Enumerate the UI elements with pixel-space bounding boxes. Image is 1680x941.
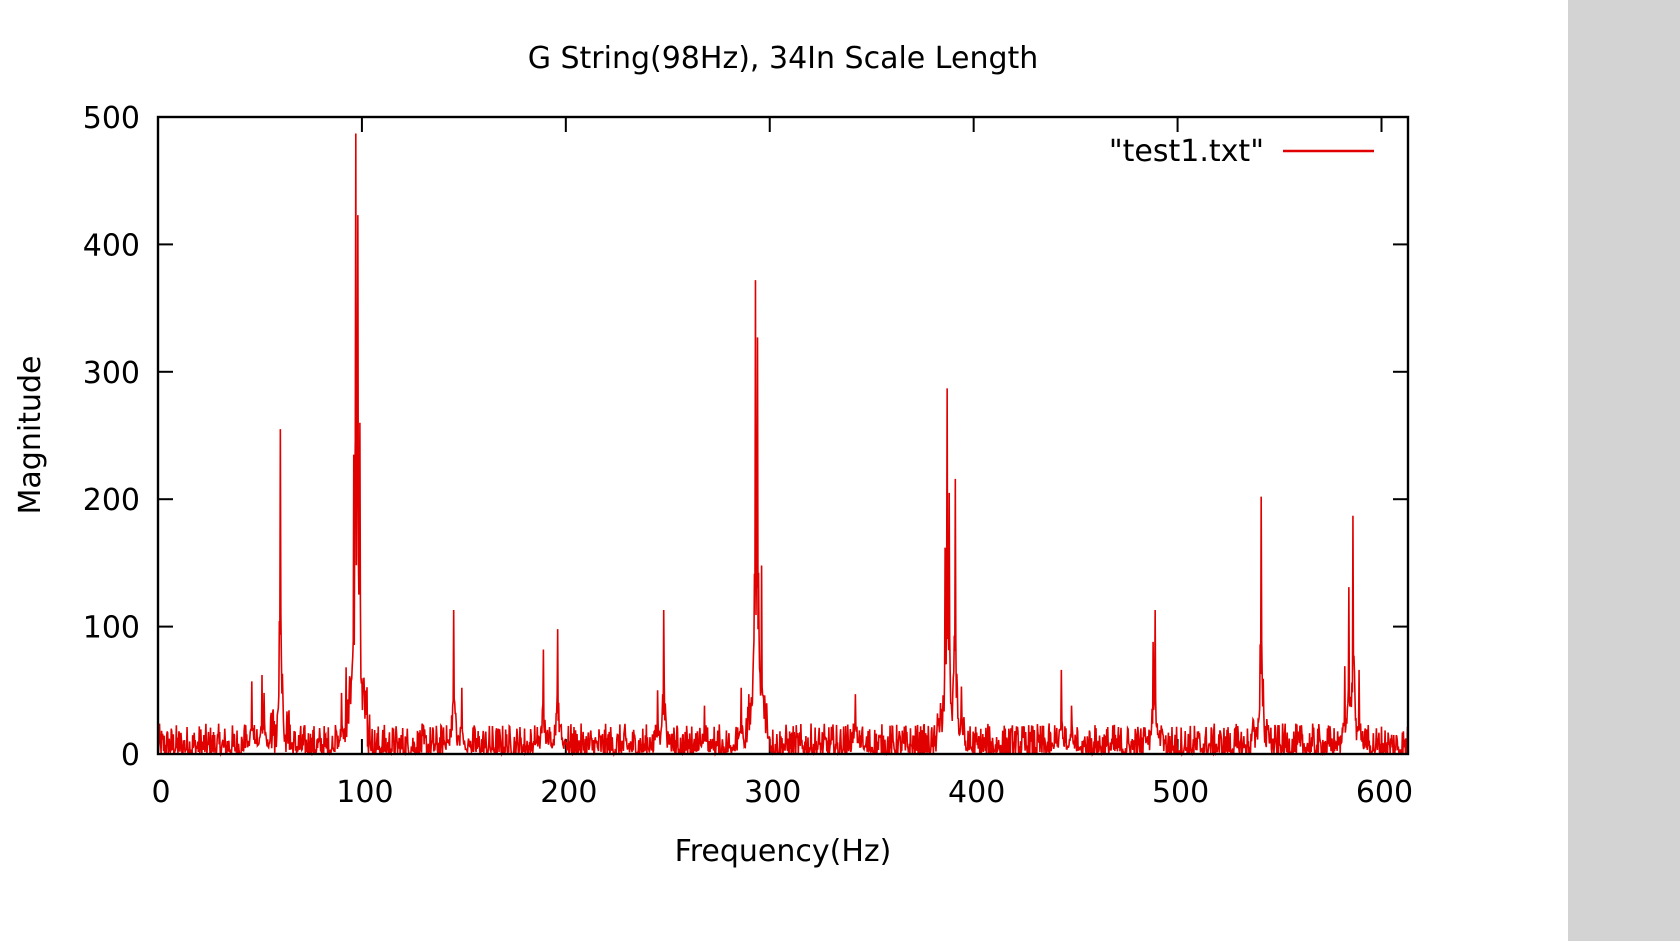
x-tick-label: 200 bbox=[540, 775, 597, 810]
right-sidebar-panel bbox=[1568, 0, 1680, 941]
chart-title: G String(98Hz), 34In Scale Length bbox=[528, 41, 1039, 76]
x-axis-label: Frequency(Hz) bbox=[675, 834, 892, 869]
y-tick-label: 400 bbox=[83, 228, 140, 263]
legend-label: "test1.txt" bbox=[1109, 134, 1264, 169]
x-tick-label: 500 bbox=[1152, 775, 1209, 810]
y-tick-label: 100 bbox=[83, 611, 140, 646]
x-tick-label: 300 bbox=[744, 775, 801, 810]
y-tick-label: 0 bbox=[121, 738, 140, 773]
axis-ticks bbox=[157, 116, 1408, 755]
x-tick-label: 100 bbox=[336, 775, 393, 810]
series-group bbox=[157, 133, 1409, 758]
spectrum-chart: G String(98Hz), 34In Scale Length Magnit… bbox=[13, 41, 1413, 869]
x-tick-label: 400 bbox=[948, 775, 1005, 810]
y-axis-label: Magnitude bbox=[13, 356, 48, 515]
x-tick-label: 600 bbox=[1356, 775, 1413, 810]
x-tick-label: 0 bbox=[151, 775, 170, 810]
legend: "test1.txt" bbox=[1109, 134, 1374, 169]
y-tick-label: 300 bbox=[83, 356, 140, 391]
series-line-test1 bbox=[157, 133, 1409, 758]
y-tick-label: 200 bbox=[83, 483, 140, 518]
plot-frame bbox=[156, 115, 1410, 756]
y-tick-label: 500 bbox=[83, 101, 140, 136]
tick-labels: 0 100 200 300 400 500 600 0 100 200 300 400 500 bbox=[83, 101, 1413, 810]
